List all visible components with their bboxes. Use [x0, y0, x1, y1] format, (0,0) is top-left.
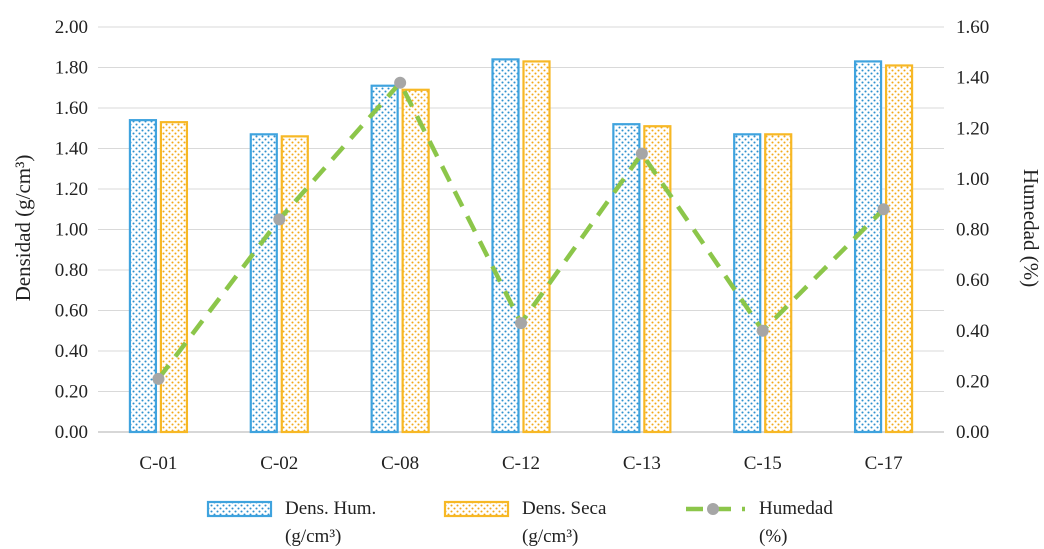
y2-tick-label: 1.60 — [956, 17, 989, 38]
legend-label-unit: (%) — [759, 526, 787, 547]
y2-tick-label: 1.20 — [956, 118, 989, 139]
x-tick-label: C-02 — [260, 453, 298, 474]
y-tick-label: 0.40 — [55, 341, 88, 362]
bar-dens-hum-c-13 — [612, 123, 641, 434]
y-tick-label: 1.40 — [55, 139, 88, 160]
bar-dens-seca-c-01 — [159, 121, 189, 434]
humedad-point-c-02 — [273, 213, 286, 226]
legend-swatch — [206, 500, 273, 518]
legend-label: Dens. Seca — [522, 498, 607, 519]
x-tick-label: C-08 — [381, 453, 419, 474]
legend-item-humedad: Humedad (%) — [682, 498, 833, 547]
y2-tick-label: 0.00 — [956, 422, 989, 443]
legend-item-dens-seca: Dens. Seca (g/cm³) — [443, 498, 607, 547]
x-axis-ticks: C-01 C-02 C-08 C-12 C-13 C-15 C-17 — [139, 453, 902, 474]
bar-dens-hum-c-02 — [249, 133, 278, 434]
y-tick-label: 1.60 — [55, 98, 88, 119]
right-axis-ticks: 0.00 0.20 0.40 0.60 0.80 1.00 1.20 1.40 1.60 — [956, 17, 989, 443]
bar-dens-hum-c-15 — [733, 133, 762, 434]
bar-dens-seca-c-02 — [280, 135, 309, 434]
humedad-point-c-12 — [515, 317, 527, 330]
legend-label: Dens. Hum. — [285, 498, 376, 519]
humedad-point-c-17 — [877, 203, 890, 216]
left-axis-ticks: 0.00 0.20 0.40 0.60 0.80 1.00 1.20 1.40 1.60 1.80… — [55, 17, 88, 443]
legend: Dens. Hum. (g/cm³) Dens. Seca (g/cm³) Humeda… — [206, 498, 833, 547]
legend-label-unit: (g/cm³) — [285, 526, 341, 547]
x-tick-label: C-12 — [502, 453, 540, 474]
x-tick-label: C-17 — [865, 453, 903, 474]
y-tick-label: 0.60 — [55, 301, 88, 322]
legend-marker — [707, 503, 719, 515]
humedad-point-c-08 — [394, 76, 407, 89]
bar-dens-hum-c-01 — [128, 119, 158, 434]
bar-dens-seca-c-08 — [401, 88, 430, 434]
y2-tick-label: 0.80 — [956, 220, 989, 241]
y-axis-title: Densidad (g/cm³) — [11, 155, 35, 302]
y2-tick-label: 1.00 — [956, 169, 989, 190]
bar-dens-hum-c-12 — [491, 58, 520, 434]
x-tick-label: C-01 — [139, 453, 177, 474]
bar-dens-seca-c-15 — [764, 133, 793, 434]
y2-tick-label: 0.60 — [956, 270, 989, 291]
y-tick-label: 0.80 — [55, 260, 88, 281]
y2-tick-label: 0.40 — [956, 321, 989, 342]
bars — [128, 58, 914, 434]
bar-dens-seca-c-17 — [884, 64, 914, 434]
gridlines — [98, 26, 944, 433]
y2-axis-title: Humedad (%) — [1019, 169, 1043, 287]
legend-label: Humedad — [759, 498, 833, 519]
y-tick-label: 2.00 — [55, 17, 88, 38]
legend-item-dens-hum: Dens. Hum. (g/cm³) — [206, 498, 376, 547]
bar-dens-seca-c-13 — [643, 125, 672, 434]
y-tick-label: 1.80 — [55, 58, 88, 79]
humedad-line-layer — [152, 76, 890, 385]
legend-label-unit: (g/cm³) — [522, 526, 578, 547]
x-tick-label: C-13 — [623, 453, 661, 474]
x-tick-label: C-15 — [744, 453, 782, 474]
y-tick-label: 1.20 — [55, 179, 88, 200]
humedad-point-c-01 — [152, 372, 165, 385]
y2-tick-label: 0.20 — [956, 371, 989, 392]
bar-dens-hum-c-08 — [370, 84, 399, 434]
humedad-point-c-13 — [635, 147, 648, 160]
humedad-point-c-15 — [756, 324, 769, 337]
bar-dens-seca-c-12 — [522, 60, 551, 434]
y-tick-label: 0.00 — [55, 422, 88, 443]
y-tick-label: 1.00 — [55, 220, 88, 241]
y2-tick-label: 1.40 — [956, 68, 989, 89]
y-tick-label: 0.20 — [55, 382, 88, 403]
bar-dens-hum-c-17 — [853, 60, 883, 434]
legend-swatch — [443, 500, 510, 518]
